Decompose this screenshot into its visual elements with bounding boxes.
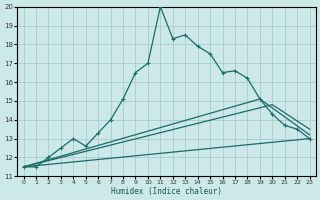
X-axis label: Humidex (Indice chaleur): Humidex (Indice chaleur) bbox=[111, 187, 222, 196]
